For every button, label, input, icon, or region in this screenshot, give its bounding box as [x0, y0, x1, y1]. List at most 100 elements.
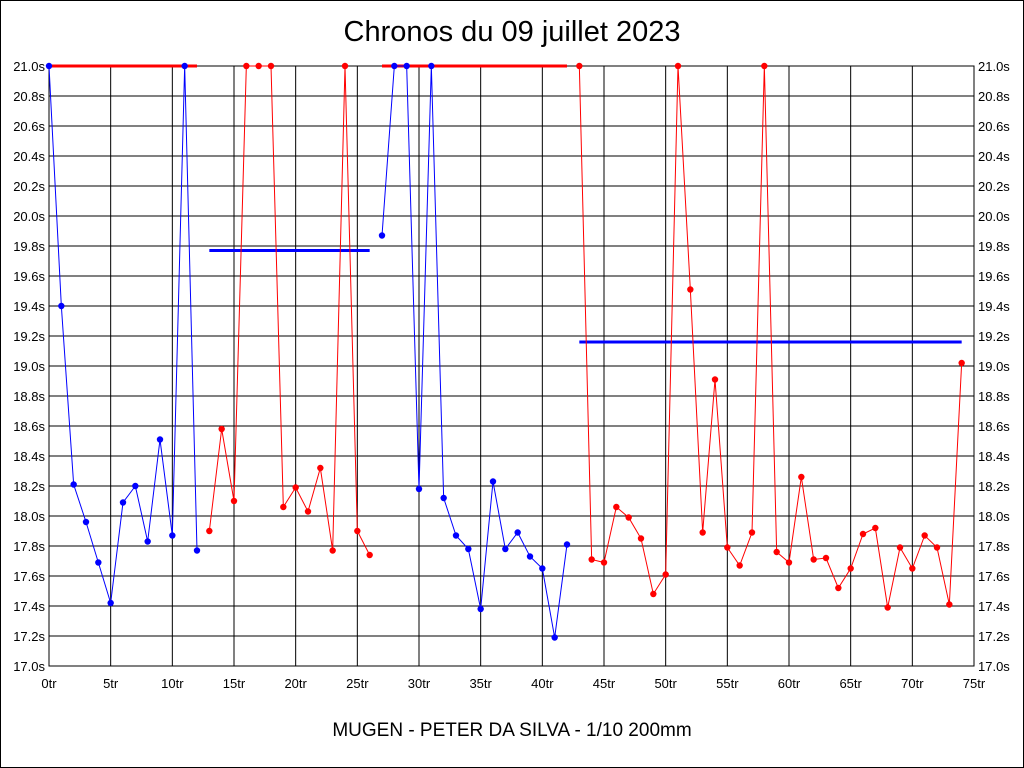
blue-data-point: [477, 605, 484, 613]
blue-data-point: [391, 62, 398, 70]
red-data-point: [958, 359, 965, 367]
y-tick-label-right: 19.2s: [978, 329, 1010, 344]
red-data-point: [280, 503, 287, 511]
y-tick-label-right: 19.0s: [978, 359, 1010, 374]
x-tick-label: 35tr: [469, 676, 492, 691]
y-tick-label-left: 20.6s: [13, 119, 45, 134]
y-tick-label-left: 20.4s: [13, 149, 45, 164]
x-tick-label: 45tr: [593, 676, 616, 691]
red-data-point: [218, 425, 225, 433]
y-tick-label-left: 20.0s: [13, 209, 45, 224]
red-data-point: [946, 601, 953, 608]
y-tick-label-right: 20.6s: [978, 119, 1010, 134]
red-data-point: [354, 527, 361, 535]
red-data-point: [711, 376, 719, 383]
x-tick-label: 10tr: [161, 676, 184, 691]
x-tick-label: 15tr: [223, 676, 246, 691]
y-tick-label-right: 19.4s: [978, 299, 1010, 314]
blue-data-point: [415, 485, 423, 493]
blue-data-point: [156, 436, 164, 443]
x-tick-label: 30tr: [408, 676, 431, 691]
red-data-point: [588, 556, 595, 563]
red-data-point: [304, 508, 312, 515]
y-tick-label-left: 19.2s: [13, 329, 45, 344]
blue-data-point: [526, 553, 534, 560]
blue-data-point: [45, 62, 53, 70]
y-tick-label-right: 19.6s: [978, 269, 1010, 284]
red-data-point: [896, 544, 904, 551]
red-data-point: [674, 62, 682, 70]
y-tick-label-right: 18.2s: [978, 479, 1010, 494]
blue-series-line: [48, 65, 198, 604]
blue-series-line: [381, 65, 568, 638]
y-tick-label-left: 19.0s: [13, 359, 45, 374]
red-data-point: [576, 62, 583, 70]
y-tick-label-left: 19.8s: [13, 239, 45, 254]
y-tick-label-left: 17.6s: [13, 569, 45, 584]
red-data-point: [724, 544, 731, 551]
red-data-point: [847, 565, 854, 572]
red-data-point: [243, 62, 250, 70]
red-data-point: [637, 535, 645, 542]
red-data-point: [785, 559, 793, 566]
red-data-point: [317, 464, 324, 472]
red-data-point: [822, 554, 830, 562]
y-tick-label-left: 18.8s: [13, 389, 45, 404]
y-tick-label-left: 18.2s: [13, 479, 45, 494]
red-data-point: [909, 565, 916, 572]
red-data-point: [859, 530, 867, 538]
x-tick-label: 5tr: [103, 676, 119, 691]
chart-caption: MUGEN - PETER DA SILVA - 1/10 200mm: [332, 720, 692, 741]
y-tick-label-left: 17.4s: [13, 599, 45, 614]
red-data-point: [773, 548, 780, 556]
y-tick-label-right: 17.0s: [978, 659, 1010, 674]
red-data-point: [600, 559, 608, 566]
y-tick-label-left: 18.0s: [13, 509, 45, 524]
blue-data-point: [514, 529, 521, 536]
red-data-point: [267, 62, 275, 70]
blue-data-point: [82, 518, 90, 526]
red-data-point: [761, 62, 768, 70]
y-tick-label-left: 19.4s: [13, 299, 45, 314]
blue-data-point: [181, 62, 188, 70]
red-data-point: [810, 556, 817, 563]
x-tick-label: 25tr: [346, 676, 369, 691]
blue-data-point: [465, 545, 472, 553]
blue-data-point: [403, 62, 410, 70]
blue-data-point: [70, 481, 77, 488]
y-tick-label-left: 20.2s: [13, 179, 45, 194]
blue-data-point: [563, 541, 571, 548]
red-data-point: [292, 484, 299, 491]
x-tick-label: 20tr: [284, 676, 307, 691]
y-tick-label-right: 17.6s: [978, 569, 1010, 584]
grid-layer: [48, 65, 975, 667]
blue-data-point: [144, 538, 151, 545]
y-tick-label-right: 18.6s: [978, 419, 1010, 434]
x-tick-label: 50tr: [654, 676, 677, 691]
red-data-point: [736, 562, 743, 569]
red-data-point: [613, 503, 620, 511]
blue-data-point: [440, 494, 447, 502]
x-tick-label: 75tr: [963, 676, 986, 691]
blue-data-point: [95, 559, 102, 566]
red-data-point: [662, 571, 669, 578]
y-tick-label-left: 18.4s: [13, 449, 45, 464]
y-tick-label-right: 18.0s: [978, 509, 1010, 524]
red-data-point: [933, 544, 941, 551]
blue-data-point: [58, 302, 65, 310]
red-data-point: [872, 524, 879, 532]
series-layer: [45, 62, 965, 641]
y-tick-label-left: 18.6s: [13, 419, 45, 434]
blue-data-point: [489, 478, 497, 485]
red-series-line: [578, 65, 963, 608]
red-data-point: [366, 551, 373, 559]
blue-data-point: [428, 62, 435, 70]
y-tick-label-right: 19.8s: [978, 239, 1010, 254]
blue-data-point: [132, 482, 139, 490]
axis-layer: 17.0s 17.0s 17.2s 17.2s 17.4s 17.4s 17.6s 17.6s…: [13, 59, 1010, 691]
blue-data-point: [119, 499, 127, 506]
blue-data-point: [502, 545, 509, 553]
y-tick-label-right: 20.8s: [978, 89, 1010, 104]
blue-data-point: [539, 565, 546, 572]
